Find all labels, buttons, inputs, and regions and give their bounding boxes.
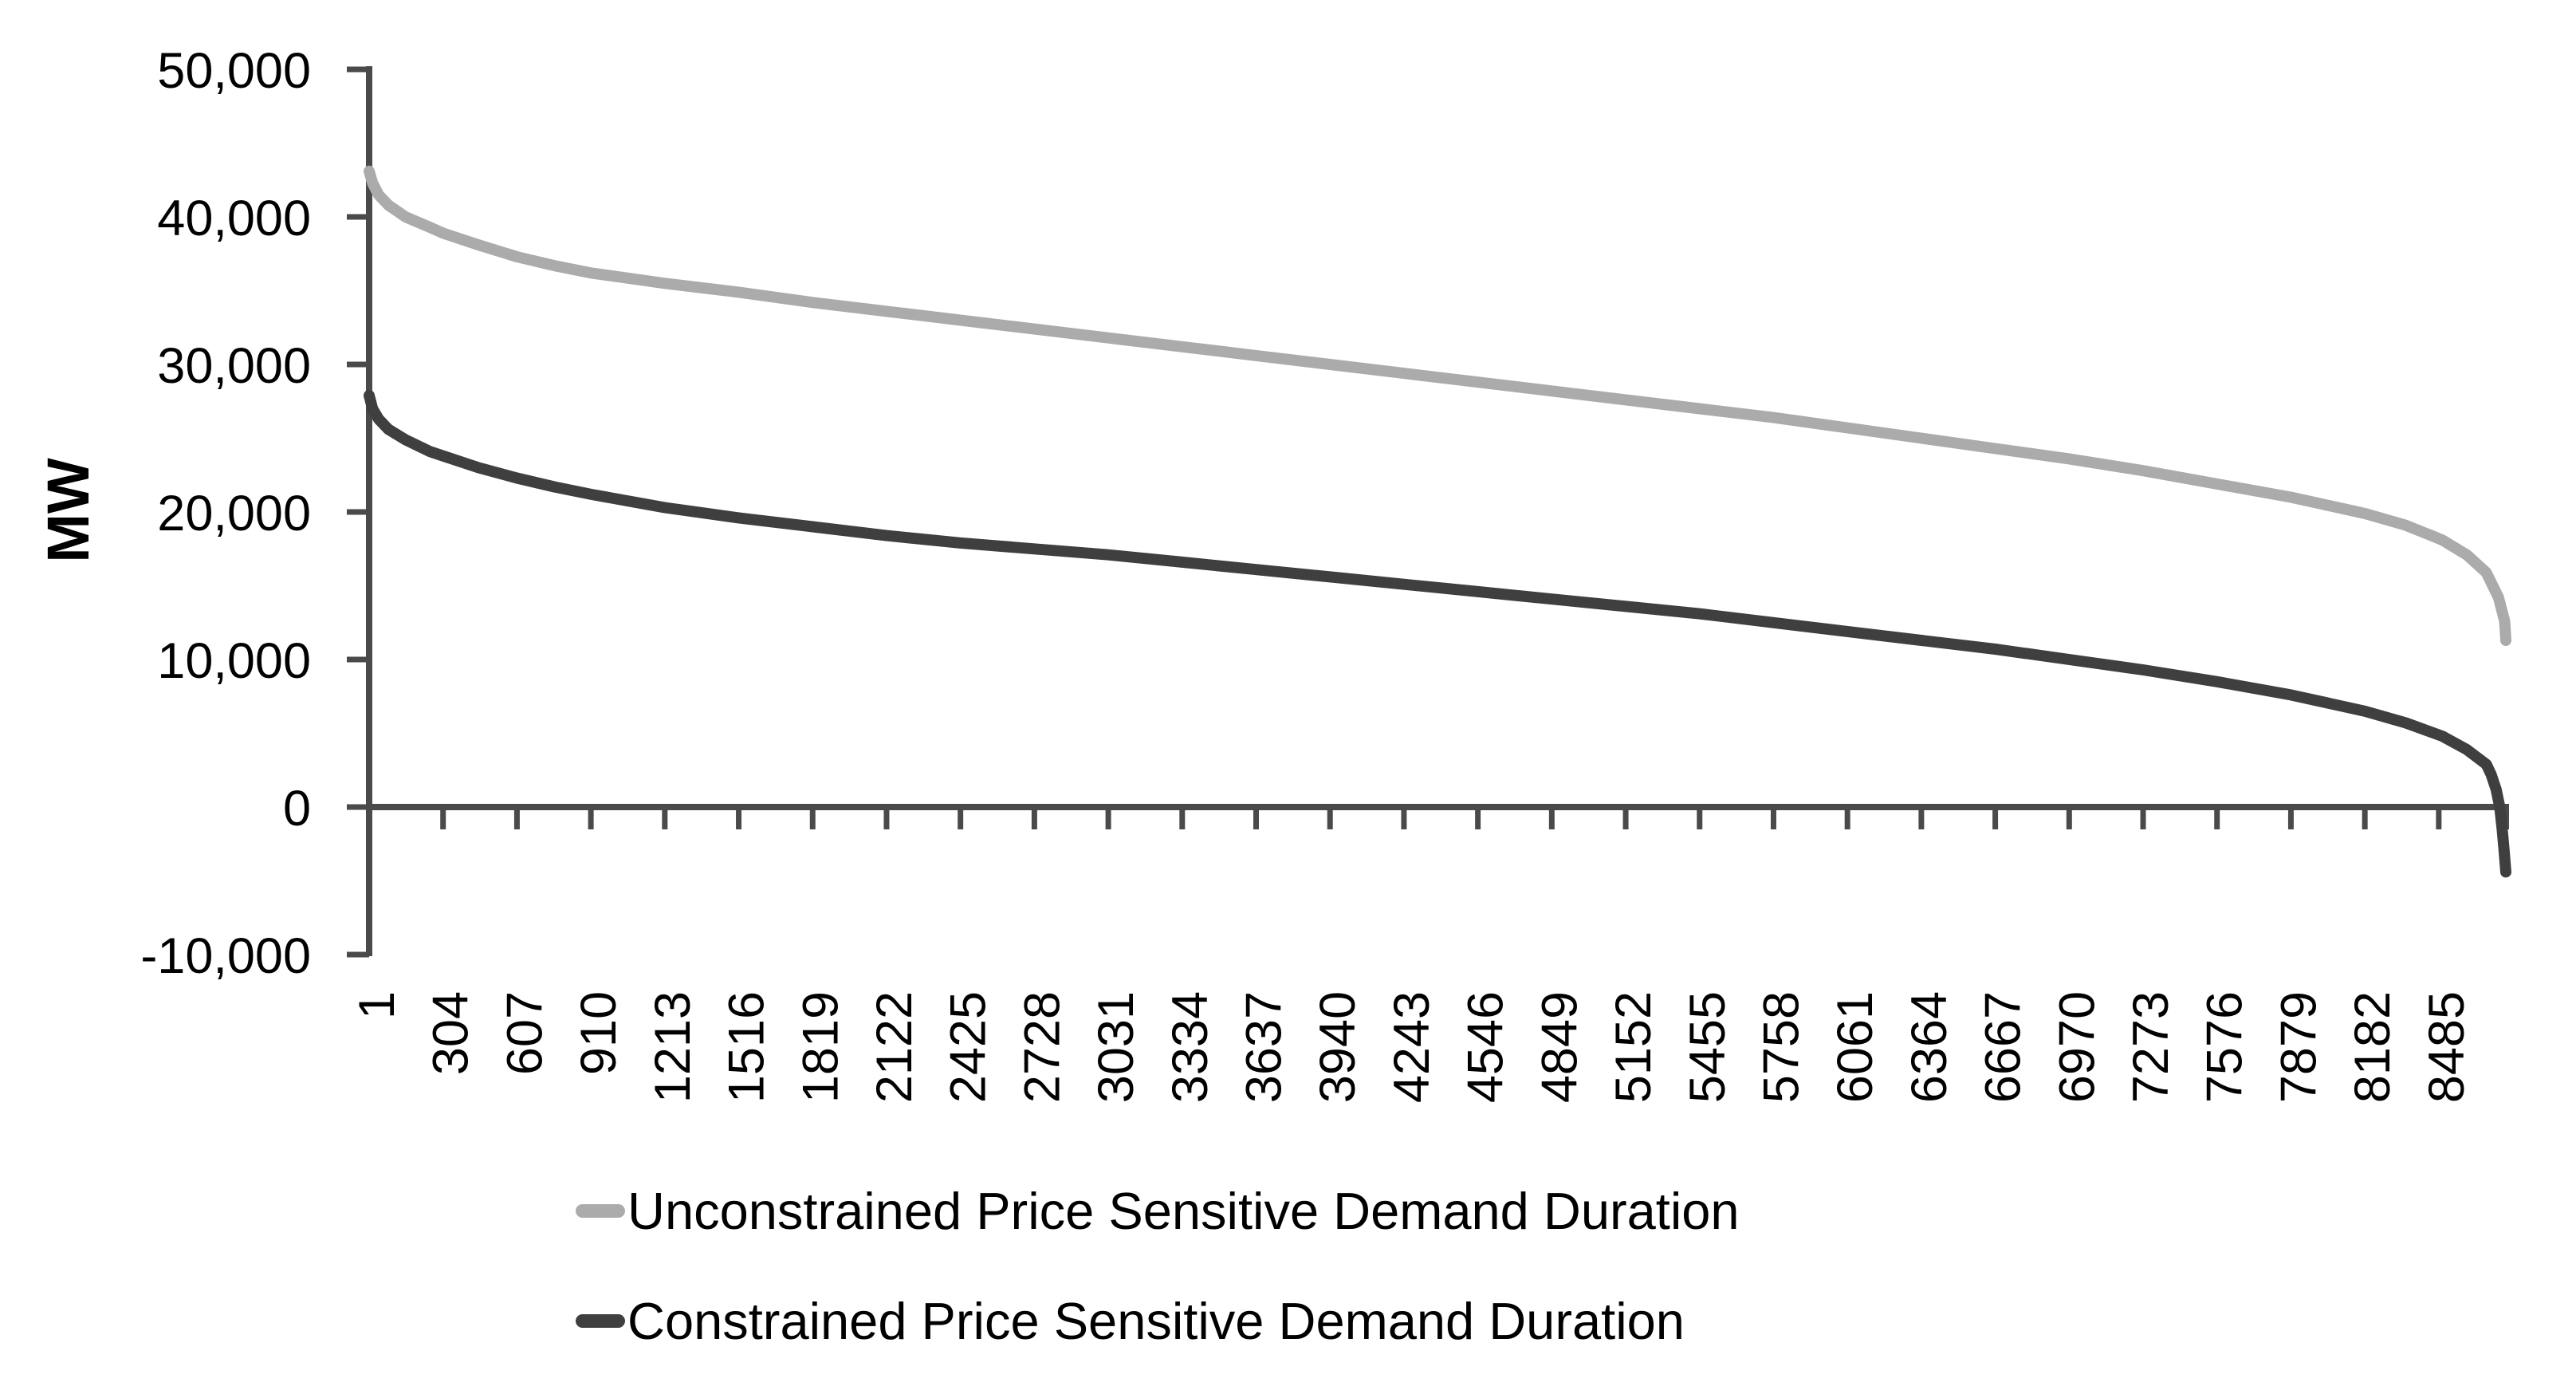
x-tick-label: 6667 (1976, 991, 2031, 1103)
x-tick-label: 2728 (1014, 991, 1070, 1103)
x-tick-label: 6061 (1827, 991, 1883, 1103)
y-tick-label: 50,000 (157, 43, 311, 99)
x-tick-label: 3637 (1237, 991, 1292, 1103)
x-tick-label: 8485 (2419, 991, 2475, 1103)
x-tick-label: 2425 (941, 991, 997, 1103)
legend-item-constrained: Constrained Price Sensitive Demand Durat… (576, 1290, 1740, 1351)
x-tick-label: 910 (571, 991, 627, 1075)
y-tick-label: 0 (283, 781, 311, 837)
x-tick-label: 4243 (1384, 991, 1440, 1103)
x-tick-label: 7576 (2197, 991, 2253, 1103)
y-tick-label: 40,000 (157, 191, 311, 246)
y-tick-label: -10,000 (140, 928, 311, 984)
series-line-constrained (364, 389, 2511, 878)
x-tick-label: 3940 (1310, 991, 1366, 1103)
x-tick-label: 607 (497, 991, 553, 1075)
x-tick-label: 1819 (792, 991, 848, 1103)
y-axis-title: MW (35, 458, 101, 563)
series-line-unconstrained (364, 165, 2511, 646)
x-tick-label: 4546 (1458, 991, 1514, 1103)
legend-item-unconstrained: Unconstrained Price Sensitive Demand Dur… (576, 1180, 1740, 1241)
x-tick-label: 304 (423, 991, 479, 1075)
legend-line-swatch-unconstrained (576, 1203, 625, 1218)
x-tick-label: 6364 (1902, 991, 1957, 1103)
x-tick-label: 3031 (1088, 991, 1144, 1103)
chart-legend: Unconstrained Price Sensitive Demand Dur… (576, 1180, 1740, 1351)
x-tick-label: 1 (349, 991, 405, 1019)
legend-label-unconstrained: Unconstrained Price Sensitive Demand Dur… (627, 1181, 1740, 1240)
x-tick-label: 7273 (2123, 991, 2179, 1103)
series-layer (364, 165, 2511, 878)
x-tick-label: 2122 (867, 991, 922, 1103)
legend-label-constrained: Constrained Price Sensitive Demand Durat… (627, 1291, 1685, 1350)
x-tick-label: 8182 (2345, 991, 2401, 1103)
y-tick-label: 10,000 (157, 633, 311, 689)
x-tick-label: 5152 (1606, 991, 1662, 1103)
x-tick-label: 5455 (1680, 991, 1736, 1103)
legend-line-swatch-constrained (576, 1313, 625, 1328)
x-tick-label: 4849 (1532, 991, 1587, 1103)
x-tick-label: 7879 (2271, 991, 2326, 1103)
x-tick-label: 1213 (645, 991, 701, 1103)
x-tick-label: 6970 (2049, 991, 2105, 1103)
y-tick-label: 30,000 (157, 338, 311, 394)
x-tick-label: 5758 (1753, 991, 1809, 1103)
y-tick-label: 20,000 (157, 486, 311, 541)
x-tick-label: 3334 (1162, 991, 1218, 1103)
x-tick-label: 1516 (719, 991, 775, 1103)
